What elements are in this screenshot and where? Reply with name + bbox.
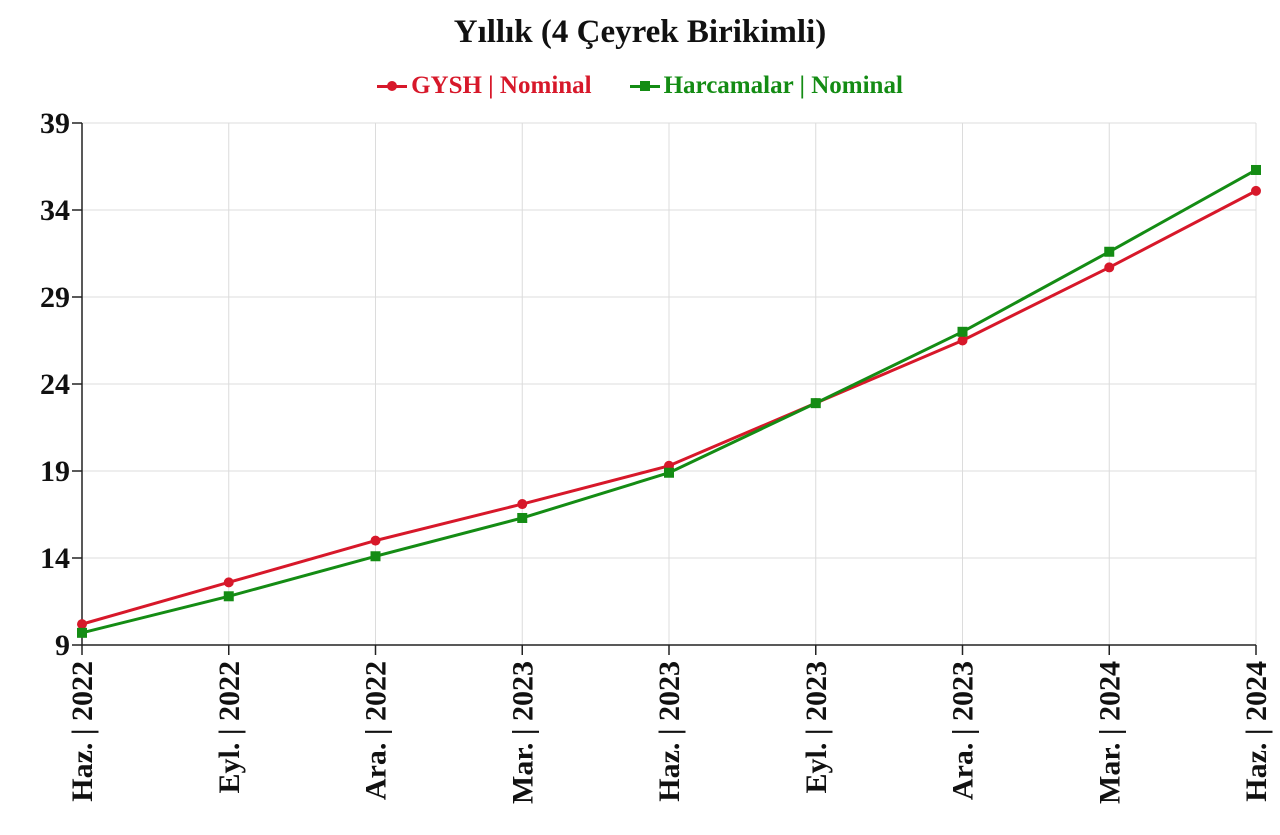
x-tick-label-6: Ara. | 2023	[947, 661, 980, 800]
x-tick-label-0: Haz. | 2022	[66, 661, 99, 802]
x-tick-label-1: Eyl. | 2022	[213, 661, 246, 793]
legend-swatch-gysh	[377, 79, 408, 93]
x-tick-label-2: Ara. | 2022	[360, 661, 393, 800]
legend-item-gysh[interactable]: GYSH | Nominal	[377, 72, 592, 100]
legend: GYSH | Nominal Harcamalar | Nominal	[0, 72, 1280, 100]
series-0-point-6	[957, 335, 968, 346]
series-1-point-1	[223, 591, 234, 602]
x-tick-label-3: Mar. | 2023	[506, 661, 539, 804]
gridlines	[81, 122, 1257, 646]
x-tick-label-8: Haz. | 2024	[1240, 661, 1273, 802]
y-tick-label-1: 14	[40, 542, 70, 575]
y-tick-label-2: 19	[40, 455, 70, 488]
y-axis-ticks: 9 14 19 24 29 34 39	[40, 107, 70, 662]
legend-swatch-harcamalar	[629, 79, 660, 93]
series-0-point-0	[77, 619, 87, 630]
x-tick-label-7: Mar. | 2024	[1093, 661, 1126, 804]
chart-title: Yıllık (4 Çeyrek Birikimli)	[453, 14, 827, 50]
y-tick-label-4: 29	[40, 281, 70, 314]
legend-item-harcamalar[interactable]: Harcamalar | Nominal	[629, 72, 903, 100]
x-tick-label-4: Haz. | 2023	[653, 661, 686, 802]
y-tick-label-6: 39	[40, 107, 70, 140]
legend-label-harcamalar: Harcamalar | Nominal	[663, 72, 903, 99]
series-0-point-3	[517, 499, 528, 510]
series-1-point-4	[664, 467, 674, 478]
series-layer	[77, 164, 1261, 638]
series-1-point-6	[957, 326, 968, 337]
series-0-point-7	[1104, 262, 1115, 273]
series-1-point-3	[517, 512, 528, 523]
y-tick-label-5: 34	[40, 194, 70, 227]
series-1-point-5	[810, 398, 821, 409]
series-1-point-2	[370, 551, 381, 562]
legend-label-gysh: GYSH | Nominal	[411, 72, 592, 99]
y-tick-label-0: 9	[55, 629, 70, 662]
x-axis-ticks: Haz. | 2022 Eyl. | 2022 Ara. | 2022 Mar. | …	[66, 661, 1273, 804]
legend-marker-harcamalar	[639, 81, 650, 91]
series-0-point-8	[1251, 185, 1261, 196]
series-1-point-7	[1104, 246, 1115, 257]
y-tick-label-3: 24	[40, 368, 70, 401]
series-0-point-2	[370, 535, 381, 546]
legend-marker-gysh	[387, 81, 398, 91]
x-tick-label-5: Eyl. | 2023	[800, 661, 833, 793]
series-1-point-0	[77, 627, 87, 638]
axes	[72, 122, 1257, 655]
series-0-point-1	[223, 577, 234, 588]
series-1-point-8	[1251, 164, 1261, 175]
